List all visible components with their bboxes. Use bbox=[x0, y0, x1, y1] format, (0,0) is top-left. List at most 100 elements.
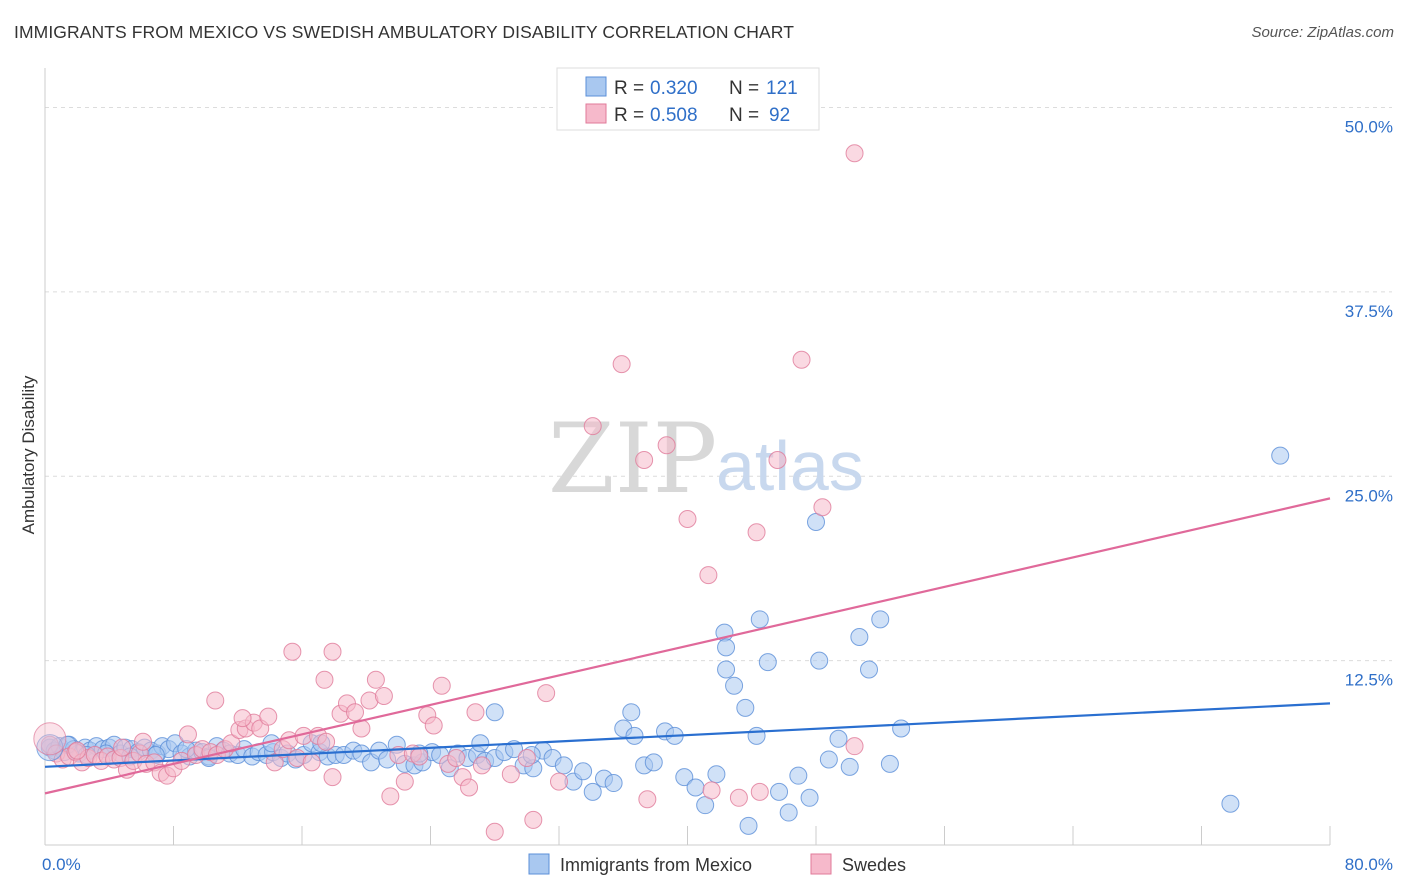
point-immigrants-from-mexico bbox=[789, 766, 808, 785]
point-swedes bbox=[265, 753, 284, 772]
point-immigrants-from-mexico bbox=[810, 651, 829, 670]
legend-r-label-swedes: R = bbox=[614, 105, 644, 126]
point-immigrants-from-mexico bbox=[770, 782, 789, 801]
point-swedes bbox=[845, 737, 864, 756]
y-axis-label: Ambulatory Disability bbox=[19, 375, 38, 534]
point-immigrants-from-mexico bbox=[739, 816, 758, 835]
point-immigrants-from-mexico bbox=[574, 762, 593, 781]
legend-n-value-swedes: 92 bbox=[769, 105, 790, 126]
legend-n-label-swedes: N = bbox=[729, 105, 759, 126]
point-immigrants-from-mexico bbox=[717, 660, 736, 679]
y-tick-label: 50.0% bbox=[1345, 118, 1393, 137]
point-immigrants-from-mexico bbox=[758, 653, 777, 672]
point-immigrants-from-mexico bbox=[1221, 794, 1240, 813]
point-immigrants-from-mexico bbox=[717, 638, 736, 657]
point-swedes bbox=[638, 790, 657, 809]
point-immigrants-from-mexico bbox=[485, 703, 504, 722]
legend-label-swedes: Swedes bbox=[842, 855, 906, 875]
point-swedes bbox=[460, 778, 479, 797]
point-immigrants-from-mexico bbox=[1271, 446, 1290, 465]
point-immigrants-from-mexico bbox=[850, 628, 869, 647]
point-swedes bbox=[233, 709, 252, 728]
point-swedes bbox=[550, 772, 568, 791]
point-immigrants-from-mexico bbox=[819, 750, 838, 769]
point-cluster-swedes bbox=[33, 722, 67, 756]
point-immigrants-from-mexico bbox=[675, 768, 694, 787]
x-tick-label: 0.0% bbox=[42, 855, 81, 874]
point-immigrants-from-mexico bbox=[686, 778, 705, 797]
point-immigrants-from-mexico bbox=[871, 610, 890, 629]
point-swedes bbox=[133, 732, 152, 751]
point-swedes bbox=[583, 417, 602, 436]
point-swedes bbox=[501, 765, 520, 784]
legend-label-immigrants-from-mexico: Immigrants from Mexico bbox=[560, 855, 752, 875]
series-legend: Immigrants from Mexico Swedes bbox=[528, 853, 906, 875]
point-swedes bbox=[472, 756, 491, 775]
point-immigrants-from-mexico bbox=[471, 734, 490, 753]
point-swedes bbox=[747, 523, 766, 542]
point-swedes bbox=[259, 707, 278, 726]
point-swedes bbox=[524, 810, 543, 829]
point-immigrants-from-mexico bbox=[622, 703, 641, 722]
point-swedes bbox=[792, 350, 811, 369]
point-swedes bbox=[750, 782, 769, 801]
point-swedes bbox=[315, 670, 334, 689]
legend-n-label-mexico: N = bbox=[729, 78, 759, 99]
source-credit: Source: ZipAtlas.com bbox=[1251, 24, 1394, 41]
y-tick-label: 25.0% bbox=[1345, 486, 1393, 505]
point-swedes bbox=[466, 703, 485, 722]
point-swedes bbox=[485, 822, 504, 841]
point-swedes bbox=[699, 566, 718, 585]
y-tick-label: 37.5% bbox=[1345, 302, 1393, 321]
point-immigrants-from-mexico bbox=[840, 757, 859, 776]
y-tick-label: 12.5% bbox=[1345, 671, 1393, 690]
point-swedes bbox=[317, 732, 336, 751]
point-swedes bbox=[68, 741, 87, 760]
axes: 12.5% 25.0% 37.5% 50.0% 0.0% 80.0% bbox=[42, 68, 1393, 874]
point-immigrants-from-mexico bbox=[736, 698, 755, 717]
point-swedes bbox=[635, 451, 654, 470]
point-swedes bbox=[729, 788, 748, 807]
point-immigrants-from-mexico bbox=[583, 782, 602, 801]
point-swedes bbox=[113, 738, 132, 757]
point-swedes bbox=[612, 355, 631, 374]
point-swedes bbox=[374, 687, 393, 706]
legend-swatch-mexico bbox=[585, 76, 607, 97]
point-swedes bbox=[845, 144, 864, 163]
point-swedes bbox=[366, 670, 385, 689]
legend-r-value-mexico: 0.320 bbox=[650, 78, 698, 99]
legend-n-value-mexico: 121 bbox=[766, 78, 798, 99]
point-immigrants-from-mexico bbox=[747, 726, 766, 745]
legend-swatch-swedes-bottom bbox=[810, 853, 832, 875]
point-swedes bbox=[657, 436, 676, 455]
point-immigrants-from-mexico bbox=[880, 754, 899, 773]
point-swedes bbox=[768, 451, 787, 470]
point-swedes bbox=[537, 684, 556, 703]
legend-r-value-swedes: 0.508 bbox=[650, 105, 698, 126]
point-immigrants-from-mexico bbox=[604, 774, 623, 793]
point-immigrants-from-mexico bbox=[860, 660, 879, 679]
trend-lines bbox=[44, 497, 1331, 795]
watermark-zip: ZIP bbox=[548, 403, 717, 515]
legend-swatch-immigrants-from-mexico bbox=[528, 853, 550, 875]
point-swedes bbox=[206, 691, 225, 710]
point-swedes bbox=[395, 772, 414, 791]
trend-line-swedes bbox=[44, 497, 1331, 795]
trend-line-immigrants-from-mexico bbox=[44, 702, 1331, 768]
chart-title: IMMIGRANTS FROM MEXICO VS SWEDISH AMBULA… bbox=[14, 22, 795, 42]
point-swedes bbox=[178, 725, 197, 744]
point-swedes bbox=[323, 768, 342, 787]
point-swedes bbox=[424, 716, 443, 735]
point-swedes bbox=[283, 642, 302, 661]
point-swedes bbox=[381, 787, 400, 806]
legend-swatch-swedes bbox=[585, 103, 607, 124]
point-swedes bbox=[517, 748, 536, 767]
point-immigrants-from-mexico bbox=[779, 803, 798, 822]
point-immigrants-from-mexico bbox=[829, 729, 848, 748]
grid-lines bbox=[45, 107, 1392, 662]
point-immigrants-from-mexico bbox=[625, 726, 644, 745]
point-swedes bbox=[410, 747, 429, 766]
point-swedes bbox=[346, 703, 365, 722]
point-swedes bbox=[702, 781, 721, 800]
